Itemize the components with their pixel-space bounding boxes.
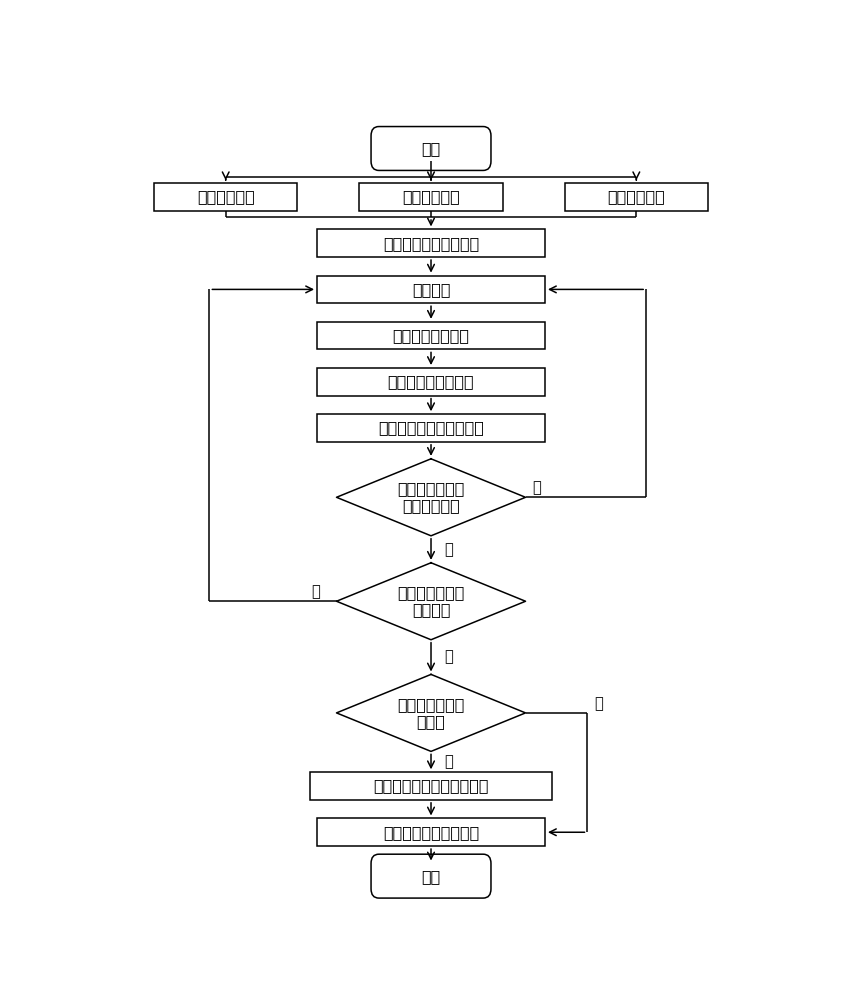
- FancyBboxPatch shape: [371, 127, 491, 170]
- FancyBboxPatch shape: [310, 772, 552, 800]
- FancyBboxPatch shape: [317, 368, 545, 396]
- Text: 满足微观运行状
况合理性: 满足微观运行状 况合理性: [397, 585, 465, 617]
- FancyBboxPatch shape: [317, 276, 545, 303]
- FancyBboxPatch shape: [317, 414, 545, 442]
- Text: 输出微观路网仿真输入: 输出微观路网仿真输入: [383, 825, 479, 840]
- Text: 理论车道流量计算: 理论车道流量计算: [393, 328, 469, 343]
- Text: 调整参数: 调整参数: [412, 282, 450, 297]
- Text: 否: 否: [311, 585, 320, 600]
- FancyBboxPatch shape: [564, 183, 708, 211]
- Text: 微观仿真输入估计模型: 微观仿真输入估计模型: [383, 236, 479, 251]
- FancyBboxPatch shape: [154, 183, 298, 211]
- Text: 是: 是: [444, 542, 452, 557]
- Text: 路网拓扑结构: 路网拓扑结构: [402, 190, 460, 205]
- Text: 流量变化点进出流量计算: 流量变化点进出流量计算: [378, 420, 484, 436]
- Text: 满足交通流活动
差异性: 满足交通流活动 差异性: [397, 697, 465, 729]
- FancyBboxPatch shape: [371, 854, 491, 898]
- Text: 道路几何特征: 道路几何特征: [607, 190, 665, 205]
- Text: 否: 否: [532, 481, 541, 496]
- Text: 交通流流活动的差异性调整: 交通流流活动的差异性调整: [373, 779, 489, 794]
- FancyBboxPatch shape: [359, 183, 503, 211]
- FancyBboxPatch shape: [317, 818, 545, 846]
- Text: 结束: 结束: [421, 869, 441, 884]
- FancyBboxPatch shape: [317, 322, 545, 349]
- Text: 是: 是: [444, 650, 452, 665]
- Text: 否: 否: [444, 754, 452, 769]
- Text: 满足流量非负和
流量守恒约束: 满足流量非负和 流量守恒约束: [397, 481, 465, 514]
- Text: 路侧检测数据: 路侧检测数据: [197, 190, 255, 205]
- FancyBboxPatch shape: [317, 229, 545, 257]
- Text: 是: 是: [594, 696, 603, 711]
- Text: 开始: 开始: [421, 141, 441, 156]
- Text: 车道流量调整量计算: 车道流量调整量计算: [388, 374, 474, 389]
